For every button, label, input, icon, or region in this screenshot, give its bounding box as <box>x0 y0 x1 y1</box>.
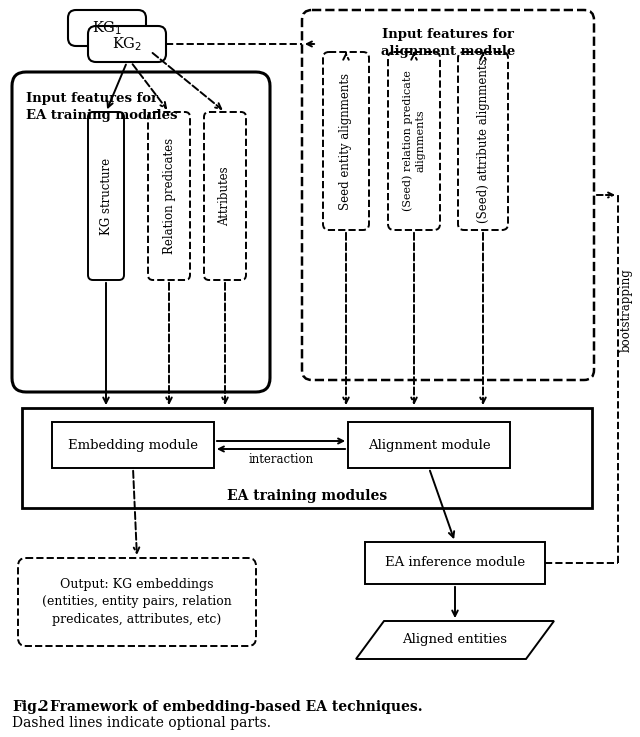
Text: KG structure: KG structure <box>99 158 113 234</box>
Text: interaction: interaction <box>248 453 314 466</box>
FancyBboxPatch shape <box>388 52 440 230</box>
Text: (Seed) relation predicate
alignments: (Seed) relation predicate alignments <box>403 71 425 212</box>
Text: Aligned entities: Aligned entities <box>403 634 508 646</box>
Text: Alignment module: Alignment module <box>368 439 490 452</box>
FancyBboxPatch shape <box>302 10 594 380</box>
Text: Output: KG embeddings
(entities, entity pairs, relation
predicates, attributes, : Output: KG embeddings (entities, entity … <box>42 578 232 626</box>
Text: Framework of embedding-based EA techniques.: Framework of embedding-based EA techniqu… <box>50 700 422 714</box>
FancyBboxPatch shape <box>148 112 190 280</box>
FancyBboxPatch shape <box>88 112 124 280</box>
Text: Relation predicates: Relation predicates <box>163 138 175 254</box>
FancyBboxPatch shape <box>458 52 508 230</box>
Text: Input features for
alignment module: Input features for alignment module <box>381 28 515 57</box>
Bar <box>348 422 510 468</box>
Text: Seed entity alignments: Seed entity alignments <box>339 72 353 209</box>
Polygon shape <box>356 621 554 659</box>
Text: 2: 2 <box>38 700 47 714</box>
FancyBboxPatch shape <box>88 26 166 62</box>
Text: Dashed lines indicate optional parts.: Dashed lines indicate optional parts. <box>12 716 271 730</box>
Text: EA training modules: EA training modules <box>227 489 387 503</box>
Text: Fig.: Fig. <box>12 700 42 714</box>
FancyBboxPatch shape <box>18 558 256 646</box>
Bar <box>22 408 592 508</box>
Bar <box>52 422 214 468</box>
Bar <box>365 542 545 584</box>
Text: bootstrapping: bootstrapping <box>620 268 632 352</box>
FancyBboxPatch shape <box>12 72 270 392</box>
FancyBboxPatch shape <box>204 112 246 280</box>
Text: Embedding module: Embedding module <box>68 439 198 452</box>
FancyBboxPatch shape <box>323 52 369 230</box>
Text: KG$_1$: KG$_1$ <box>92 19 122 37</box>
Text: Attributes: Attributes <box>218 166 232 226</box>
Text: Input features for
EA training modules: Input features for EA training modules <box>26 92 177 122</box>
Text: KG$_2$: KG$_2$ <box>112 35 142 53</box>
Text: (Seed) attribute alignments: (Seed) attribute alignments <box>477 59 490 223</box>
FancyBboxPatch shape <box>68 10 146 46</box>
Text: EA inference module: EA inference module <box>385 556 525 570</box>
